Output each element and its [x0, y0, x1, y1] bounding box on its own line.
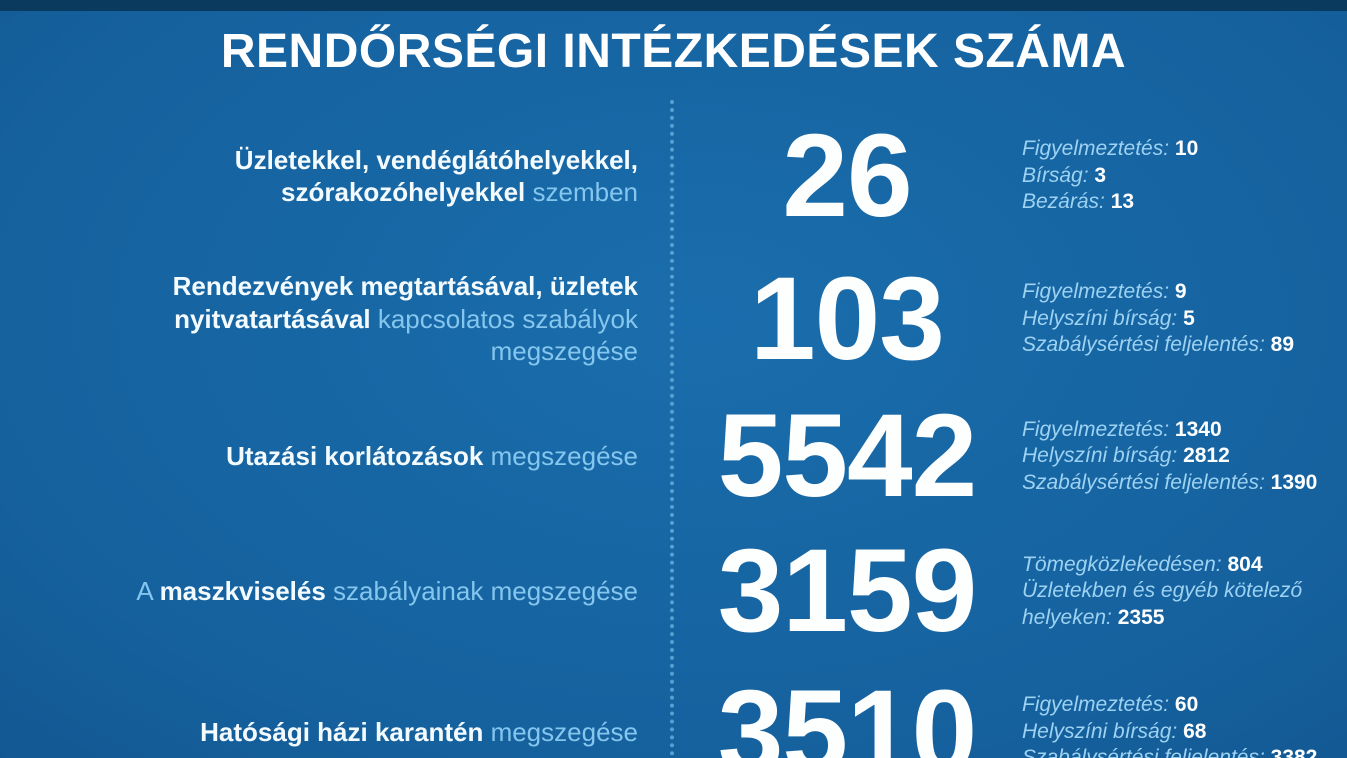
category-label-suffix: kapcsolatos szabályok megszegése: [370, 303, 638, 367]
breakdown-item: Bírság: 3: [1022, 163, 1344, 189]
breakdown-label: Figyelmeztetés:: [1022, 137, 1170, 161]
breakdown-value: 60: [1174, 693, 1199, 717]
breakdown-list: Figyelmeztetés: 9 Helyszíni bírság: 5 Sz…: [1014, 279, 1344, 358]
page-title: RENDŐRSÉGI INTÉZKEDÉSEK SZÁMA: [220, 25, 1127, 78]
breakdown-label: Szabálysértési feljelentés:: [1022, 333, 1265, 357]
breakdown-label: Bírság:: [1022, 163, 1089, 187]
breakdown-value: 1340: [1174, 417, 1222, 441]
category-label: Hatósági házi karantén megszegése: [0, 716, 662, 749]
breakdown-label: Bezárás:: [1022, 190, 1105, 214]
breakdown-item: Figyelmeztetés: 9: [1022, 279, 1344, 305]
category-label-bold: Üzletekkel, vendéglátóhelyekkel, szórako…: [234, 144, 638, 208]
breakdown-label: Figyelmeztetés:: [1022, 417, 1170, 441]
breakdown-value: 9: [1174, 280, 1187, 304]
breakdown-value: 10: [1174, 137, 1199, 161]
breakdown-value: 1390: [1270, 470, 1318, 494]
category-label-suffix: megszegése: [483, 716, 638, 747]
measure-row-events: Rendezvények megtartásával, üzletek nyit…: [0, 249, 1347, 389]
breakdown-value: 3: [1094, 163, 1107, 187]
breakdown-list: Figyelmeztetés: 1340 Helyszíni bírság: 2…: [1014, 417, 1344, 496]
breakdown-label: Figyelmeztetés:: [1022, 280, 1170, 304]
measure-row-quarantine: Hatósági házi karantén megszegése 3510 F…: [0, 659, 1347, 758]
breakdown-value: 804: [1227, 552, 1263, 576]
breakdown-item: Bezárás: 13: [1022, 189, 1344, 215]
breakdown-value: 89: [1270, 333, 1294, 357]
breakdown-item: Figyelmeztetés: 60: [1022, 692, 1344, 718]
category-label: A maszkviselés szabályainak megszegése: [0, 575, 662, 608]
category-label-bold: Rendezvények megtartásával, üzletek nyit…: [172, 271, 638, 334]
breakdown-list: Figyelmeztetés: 60 Helyszíni bírság: 68 …: [1014, 692, 1344, 758]
total-count: 3159: [717, 525, 978, 658]
breakdown-list: Figyelmeztetés: 10 Bírság: 3 Bezárás: 13: [1014, 136, 1344, 215]
breakdown-item: Helyszíni bírság: 68: [1022, 719, 1344, 745]
breakdown-label: Szabálysértési feljelentés:: [1022, 746, 1265, 758]
dotted-divider: [670, 100, 674, 758]
breakdown-value: 5: [1183, 306, 1195, 330]
category-label-bold: Utazási korlátozások: [226, 441, 484, 472]
breakdown-item: Szabálysértési feljelentés: 89: [1022, 332, 1344, 358]
breakdown-label: Szabálysértési feljelentés:: [1022, 470, 1265, 494]
breakdown-item: Helyszíni bírság: 2812: [1022, 443, 1344, 469]
breakdown-label: Figyelmeztetés:: [1022, 693, 1170, 717]
breakdown-item: Üzletekben és egyéb kötelező helyeken: 2…: [1022, 578, 1344, 631]
breakdown-item: Szabálysértési feljelentés: 3382: [1022, 745, 1344, 758]
measure-row-travel: Utazási korlátozások megszegése 5542 Fig…: [0, 389, 1347, 524]
top-strip: [0, 0, 1347, 11]
measure-row-shops: Üzletekkel, vendéglátóhelyekkel, szórako…: [0, 103, 1347, 249]
breakdown-value: 13: [1110, 190, 1135, 214]
breakdown-list: Tömegközlekedésen: 804 Üzletekben és egy…: [1014, 552, 1344, 631]
total-count: 103: [750, 252, 945, 385]
breakdown-label: Helyszíni bírság:: [1022, 719, 1178, 743]
breakdown-label: Helyszíni bírság:: [1022, 306, 1178, 330]
total-count: 26: [782, 109, 912, 242]
category-label-bold: Hatósági házi karantén: [200, 716, 484, 747]
category-label-bold: maszkviselés: [159, 576, 326, 607]
breakdown-value: 3382: [1270, 746, 1318, 758]
category-label-prefix: A: [136, 576, 160, 607]
breakdown-label: Üzletekben és egyéb kötelező helyeken:: [1022, 579, 1303, 629]
category-label-suffix: szabályainak megszegése: [325, 576, 638, 607]
breakdown-item: Helyszíni bírság: 5: [1022, 306, 1344, 332]
total-count: 3510: [717, 665, 978, 758]
category-label-suffix: megszegése: [483, 441, 638, 472]
measure-rows: Üzletekkel, vendéglátóhelyekkel, szórako…: [0, 103, 1347, 758]
breakdown-value: 2355: [1117, 605, 1165, 629]
breakdown-value: 68: [1183, 719, 1207, 743]
category-label: Utazási korlátozások megszegése: [0, 440, 662, 473]
breakdown-item: Szabálysértési feljelentés: 1390: [1022, 470, 1344, 496]
breakdown-value: 2812: [1183, 444, 1230, 468]
breakdown-label: Tömegközlekedésen:: [1022, 552, 1222, 576]
breakdown-item: Tömegközlekedésen: 804: [1022, 552, 1344, 578]
breakdown-item: Figyelmeztetés: 10: [1022, 136, 1344, 162]
category-label: Üzletekkel, vendéglátóhelyekkel, szórako…: [0, 144, 662, 209]
breakdown-label: Helyszíni bírság:: [1022, 444, 1178, 468]
measure-row-mask: A maszkviselés szabályainak megszegése 3…: [0, 524, 1347, 659]
category-label: Rendezvények megtartásával, üzletek nyit…: [0, 270, 662, 368]
category-label-suffix: szemben: [525, 177, 638, 207]
breakdown-item: Figyelmeztetés: 1340: [1022, 417, 1344, 443]
total-count: 5542: [717, 390, 978, 523]
